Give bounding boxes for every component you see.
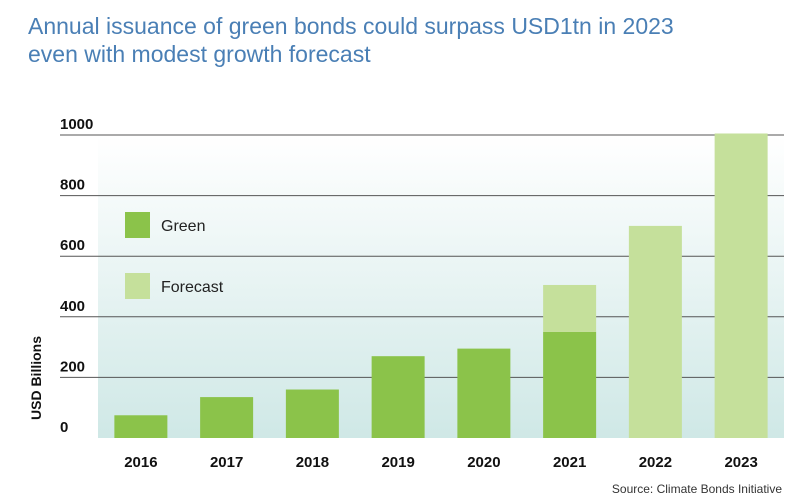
legend-swatch-forecast bbox=[125, 273, 150, 299]
chart-title: Annual issuance of green bonds could sur… bbox=[28, 12, 788, 68]
y-tick-label: 800 bbox=[60, 177, 85, 194]
legend-swatch-green bbox=[125, 212, 150, 238]
x-tick-label: 2020 bbox=[467, 454, 500, 471]
y-tick-label: 200 bbox=[60, 358, 85, 375]
bar-green-2019 bbox=[371, 356, 425, 438]
x-tick-label: 2019 bbox=[381, 454, 414, 471]
chart-title-line-2: even with modest growth forecast bbox=[28, 41, 371, 67]
x-tick-label: 2021 bbox=[553, 454, 586, 471]
bar-green-2017 bbox=[200, 397, 254, 438]
x-tick-label: 2022 bbox=[639, 454, 672, 471]
bar-green-2020 bbox=[457, 348, 511, 438]
x-tick-label: 2023 bbox=[724, 454, 757, 471]
x-tick-label: 2016 bbox=[124, 454, 157, 471]
x-tick-label: 2017 bbox=[210, 454, 243, 471]
bar-forecast-2023 bbox=[714, 133, 768, 439]
bar-forecast-2022 bbox=[628, 225, 682, 438]
chart-title-line-1: Annual issuance of green bonds could sur… bbox=[28, 13, 674, 39]
bar-green-2016 bbox=[114, 415, 168, 438]
y-tick-label: 600 bbox=[60, 237, 85, 254]
legend-label-green: Green bbox=[161, 218, 205, 235]
legend-label-forecast: Forecast bbox=[161, 279, 224, 296]
x-tick-label: 2018 bbox=[296, 454, 329, 471]
bar-green-2018 bbox=[285, 389, 339, 438]
bar-green-2021 bbox=[543, 331, 597, 438]
y-tick-label: 400 bbox=[60, 298, 85, 315]
y-axis-label: USD Billions bbox=[28, 336, 44, 420]
bar-forecast-2021 bbox=[543, 284, 597, 332]
y-tick-label: 0 bbox=[60, 419, 68, 436]
y-tick-label: 1000 bbox=[60, 116, 93, 133]
source-note: Source: Climate Bonds Initiative bbox=[611, 482, 782, 496]
